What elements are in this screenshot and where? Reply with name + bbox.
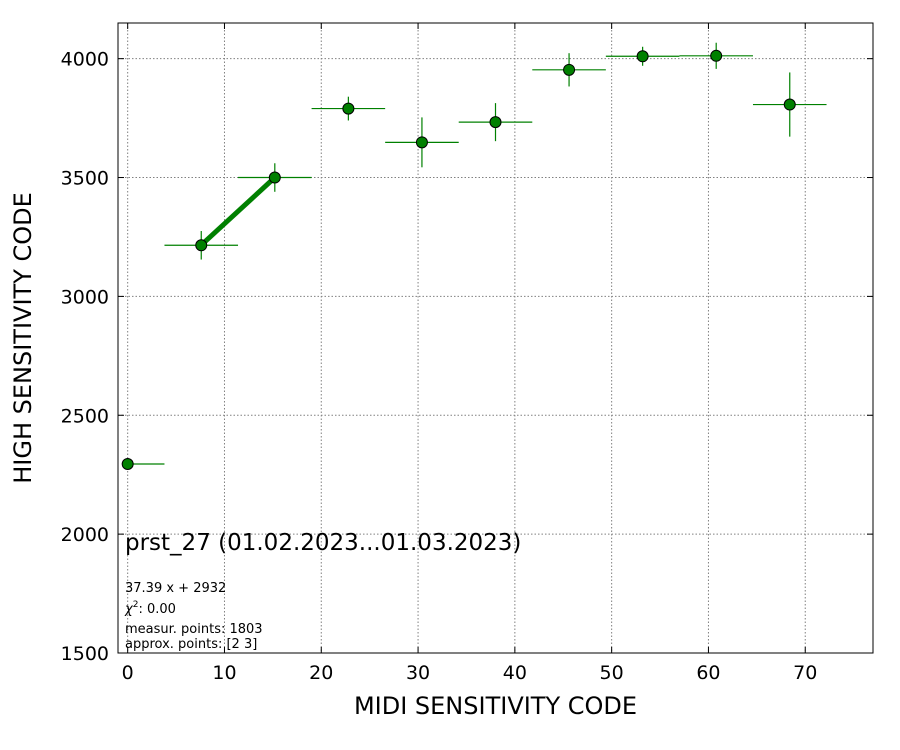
grid [118,23,873,654]
data-points [121,49,796,470]
y-tick-label: 2500 [61,405,109,427]
fit-line [199,175,277,247]
y-tick-label: 1500 [61,643,109,665]
x-axis-label: MIDI SENSITIVITY CODE [354,692,637,720]
chart-title: prst_27 (01.02.2023...01.03.2023) [125,530,521,556]
y-tick-label: 3500 [61,168,109,190]
x-tick-label: 20 [309,662,333,684]
error-bars [127,42,827,465]
fit-line-group [199,175,277,247]
y-axis-label: HIGH SENSITIVITY CODE [9,192,37,484]
y-tick-label: 4000 [61,49,109,71]
data-point [268,171,281,184]
data-point [489,116,502,129]
data-point [563,63,576,76]
data-point [121,458,134,470]
axis-ticks: 0 10 20 30 40 50 60 70 1500 2000 2500 3000 3500 4000 [61,23,873,684]
chi-square-label: χ2: 0.00 [124,600,176,617]
data-point [710,49,723,62]
x-tick-label: 50 [600,662,624,684]
x-tick-label: 70 [793,662,817,684]
plot-frame [117,22,874,654]
fit-equation: 37.39 x + 2932 [125,581,226,596]
data-point [342,102,355,115]
x-tick-label: 0 [122,662,134,684]
x-tick-label: 60 [696,662,720,684]
data-point [636,50,649,63]
x-tick-label: 40 [503,662,527,684]
approx-points-label: approx. points: [2 3] [125,637,257,652]
x-tick-label: 10 [212,662,236,684]
data-point [783,98,796,111]
data-point [415,136,428,149]
measur-points-label: measur. points: 1803 [125,622,263,637]
y-tick-label: 2000 [61,524,109,546]
x-tick-label: 30 [406,662,430,684]
y-tick-label: 3000 [61,286,109,308]
data-point [195,239,208,252]
